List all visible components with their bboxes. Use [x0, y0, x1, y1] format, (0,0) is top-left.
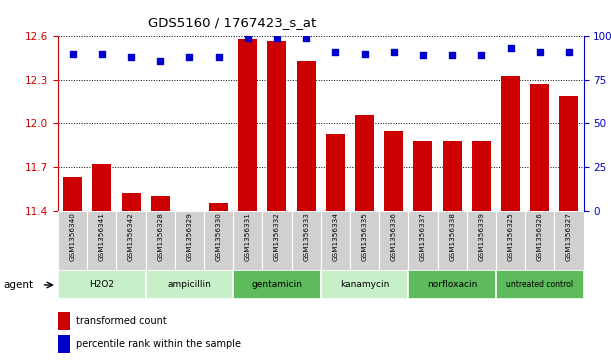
Text: percentile rank within the sample: percentile rank within the sample: [76, 339, 241, 350]
Point: [155, 58, 165, 64]
Point: [301, 35, 311, 41]
Point: [331, 49, 340, 55]
Bar: [496, 211, 525, 270]
Text: GSM1356335: GSM1356335: [362, 212, 368, 261]
Text: GSM1356334: GSM1356334: [332, 212, 338, 261]
Bar: [414, 141, 433, 363]
Bar: [408, 211, 437, 270]
Bar: [122, 193, 141, 363]
Bar: [58, 312, 70, 330]
Point: [564, 49, 574, 55]
Bar: [204, 211, 233, 270]
Text: GSM1356336: GSM1356336: [391, 212, 397, 261]
Bar: [268, 41, 287, 363]
Point: [535, 49, 544, 55]
Bar: [501, 76, 520, 363]
Bar: [321, 270, 408, 299]
Bar: [58, 211, 87, 270]
Point: [185, 54, 194, 60]
Text: GSM1356328: GSM1356328: [157, 212, 163, 261]
Bar: [437, 211, 467, 270]
Bar: [117, 211, 145, 270]
Bar: [442, 141, 462, 363]
Bar: [58, 335, 70, 354]
Text: gentamicin: gentamicin: [252, 280, 302, 289]
Text: H2O2: H2O2: [89, 280, 114, 289]
Text: kanamycin: kanamycin: [340, 280, 389, 289]
Bar: [530, 84, 549, 363]
Text: GSM1356339: GSM1356339: [478, 212, 485, 261]
Bar: [384, 131, 403, 363]
Bar: [326, 134, 345, 363]
Text: GSM1356332: GSM1356332: [274, 212, 280, 261]
Point: [477, 53, 486, 58]
Bar: [145, 270, 233, 299]
Text: GSM1356325: GSM1356325: [508, 212, 513, 261]
Bar: [180, 211, 199, 363]
Point: [126, 54, 136, 60]
Point: [506, 46, 516, 52]
Text: transformed count: transformed count: [76, 316, 167, 326]
Text: GDS5160 / 1767423_s_at: GDS5160 / 1767423_s_at: [148, 16, 316, 29]
Bar: [87, 211, 117, 270]
Bar: [238, 39, 257, 363]
Text: GSM1356326: GSM1356326: [536, 212, 543, 261]
Bar: [209, 203, 228, 363]
Bar: [262, 211, 291, 270]
Text: GSM1356337: GSM1356337: [420, 212, 426, 261]
Bar: [321, 211, 350, 270]
Bar: [175, 211, 204, 270]
Text: GSM1356340: GSM1356340: [70, 212, 76, 261]
Bar: [379, 211, 408, 270]
Text: GSM1356341: GSM1356341: [99, 212, 105, 261]
Bar: [92, 164, 111, 363]
Bar: [151, 196, 170, 363]
Text: GSM1356342: GSM1356342: [128, 212, 134, 261]
Bar: [355, 115, 374, 363]
Bar: [233, 211, 262, 270]
Point: [272, 35, 282, 41]
Text: GSM1356327: GSM1356327: [566, 212, 572, 261]
Text: GSM1356329: GSM1356329: [186, 212, 192, 261]
Bar: [560, 96, 579, 363]
Point: [360, 51, 370, 57]
Text: GSM1356333: GSM1356333: [303, 212, 309, 261]
Text: GSM1356331: GSM1356331: [245, 212, 251, 261]
Text: GSM1356338: GSM1356338: [449, 212, 455, 261]
Text: GSM1356330: GSM1356330: [216, 212, 222, 261]
Text: agent: agent: [3, 280, 33, 290]
Bar: [297, 61, 316, 363]
Text: norfloxacin: norfloxacin: [427, 280, 477, 289]
Bar: [233, 270, 321, 299]
Bar: [145, 211, 175, 270]
Text: ampicillin: ampicillin: [167, 280, 211, 289]
Point: [418, 53, 428, 58]
Bar: [58, 270, 145, 299]
Text: untreated control: untreated control: [506, 280, 573, 289]
Point: [389, 49, 398, 55]
Point: [68, 51, 78, 57]
Bar: [350, 211, 379, 270]
Point: [447, 53, 457, 58]
Bar: [525, 211, 554, 270]
Bar: [467, 211, 496, 270]
Bar: [408, 270, 496, 299]
Bar: [472, 141, 491, 363]
Point: [243, 35, 253, 41]
Point: [97, 51, 107, 57]
Bar: [496, 270, 584, 299]
Bar: [63, 177, 82, 363]
Bar: [554, 211, 584, 270]
Bar: [291, 211, 321, 270]
Point: [214, 54, 224, 60]
